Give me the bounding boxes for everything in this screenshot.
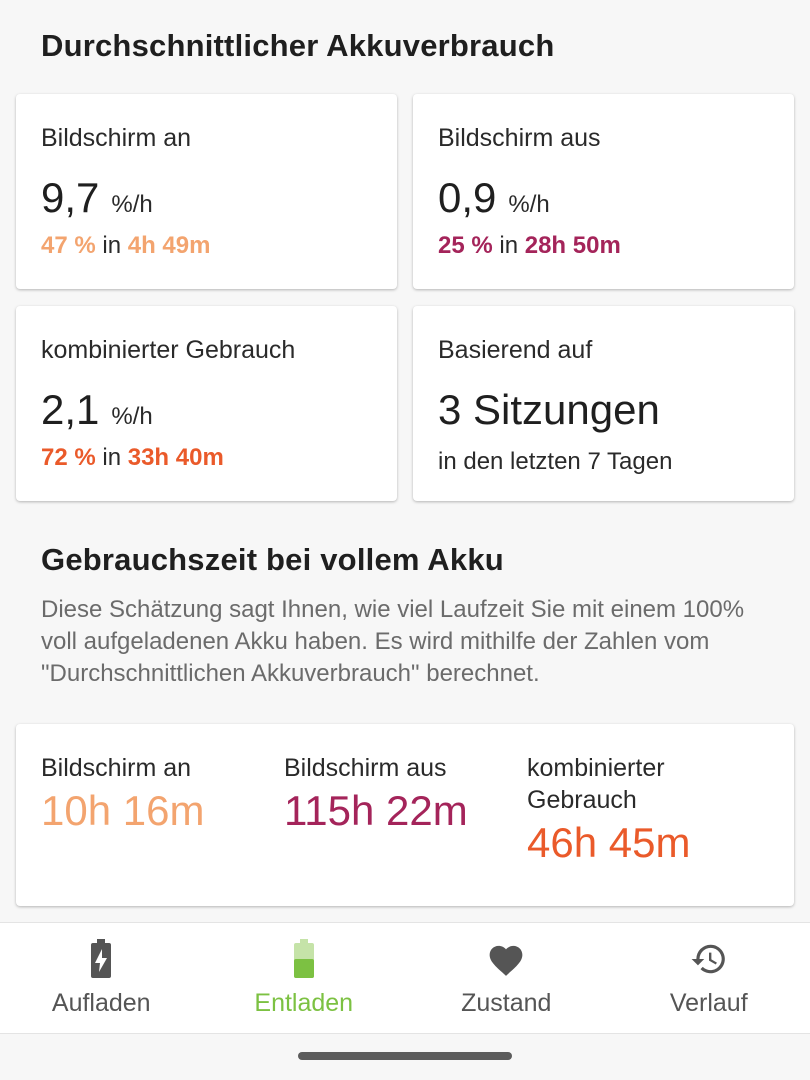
heart-icon	[486, 939, 526, 979]
rate-row: 0,9 %/h	[438, 174, 550, 222]
percent-value: 25 %	[438, 232, 493, 259]
rate-row: 9,7 %/h	[41, 174, 153, 222]
average-usage-title: Durchschnittlicher Akkuverbrauch	[41, 28, 555, 63]
combined-rate-card: kombinierter Gebrauch 2,1 %/h 72 % in 33h…	[16, 306, 397, 501]
battery-charging-icon	[81, 939, 121, 979]
estimate-value: 46h 45m	[527, 819, 691, 866]
sessions-card: Basierend auf 3 Sitzungen in den letzten…	[413, 306, 794, 501]
estimate-combined: kombinierter Gebrauch 46h 45m	[527, 752, 767, 868]
full-charge-estimate-card: Bildschirm an 10h 16m Bildschirm aus 115…	[16, 724, 794, 906]
estimate-value: 10h 16m	[41, 787, 205, 834]
usage-detail: 25 % in 28h 50m	[438, 232, 621, 260]
nav-item-entladen[interactable]: Entladen	[203, 923, 406, 1033]
estimate-label: kombinierter Gebrauch	[527, 754, 665, 814]
in-text: in	[499, 232, 519, 259]
estimate-label: Bildschirm an	[41, 754, 192, 782]
rate-unit: %/h	[508, 191, 550, 218]
full-charge-description: Diese Schätzung sagt Ihnen, wie viel Lau…	[41, 596, 745, 687]
sessions-period: in den letzten 7 Tagen	[438, 448, 673, 475]
in-text: in	[102, 232, 122, 259]
history-icon	[689, 939, 729, 979]
nav-item-aufladen[interactable]: Aufladen	[0, 923, 203, 1033]
estimate-label: Bildschirm aus	[284, 754, 447, 782]
nav-label: Aufladen	[51, 989, 151, 1017]
rate-unit: %/h	[111, 403, 153, 430]
nav-label: Zustand	[461, 989, 552, 1017]
nav-item-zustand[interactable]: Zustand	[405, 923, 608, 1033]
rate-value: 0,9	[438, 174, 497, 221]
gesture-home-bar[interactable]	[298, 1052, 512, 1060]
full-charge-title: Gebrauchszeit bei vollem Akku	[41, 542, 504, 577]
rate-row: 2,1 %/h	[41, 386, 153, 434]
card-label: Basierend auf	[438, 336, 593, 364]
rate-value: 2,1	[41, 386, 100, 433]
usage-detail: 47 % in 4h 49m	[41, 232, 210, 260]
percent-value: 72 %	[41, 444, 96, 471]
card-label: Bildschirm an	[41, 124, 192, 152]
nav-label: Entladen	[254, 989, 354, 1017]
nav-item-verlauf[interactable]: Verlauf	[608, 923, 810, 1033]
bottom-navigation: Aufladen Entladen Zustand	[0, 922, 810, 1034]
duration-value: 28h 50m	[524, 232, 621, 259]
percent-value: 47 %	[41, 232, 96, 259]
in-text: in	[102, 444, 122, 471]
rate-unit: %/h	[111, 191, 153, 218]
battery-discharging-icon	[284, 939, 324, 979]
estimate-value: 115h 22m	[284, 787, 468, 834]
duration-value: 33h 40m	[127, 444, 224, 471]
screen-off-rate-card: Bildschirm aus 0,9 %/h 25 % in 28h 50m	[413, 94, 794, 289]
estimate-screen-off: Bildschirm aus 115h 22m	[284, 752, 514, 836]
card-label: kombinierter Gebrauch	[41, 336, 296, 364]
duration-value: 4h 49m	[127, 232, 211, 259]
sessions-count: 3 Sitzungen	[438, 386, 660, 433]
nav-label: Verlauf	[669, 989, 748, 1017]
card-label: Bildschirm aus	[438, 124, 601, 152]
estimate-screen-on: Bildschirm an 10h 16m	[41, 752, 271, 836]
rate-value: 9,7	[41, 174, 100, 221]
usage-detail: 72 % in 33h 40m	[41, 444, 224, 472]
screen-on-rate-card: Bildschirm an 9,7 %/h 47 % in 4h 49m	[16, 94, 397, 289]
